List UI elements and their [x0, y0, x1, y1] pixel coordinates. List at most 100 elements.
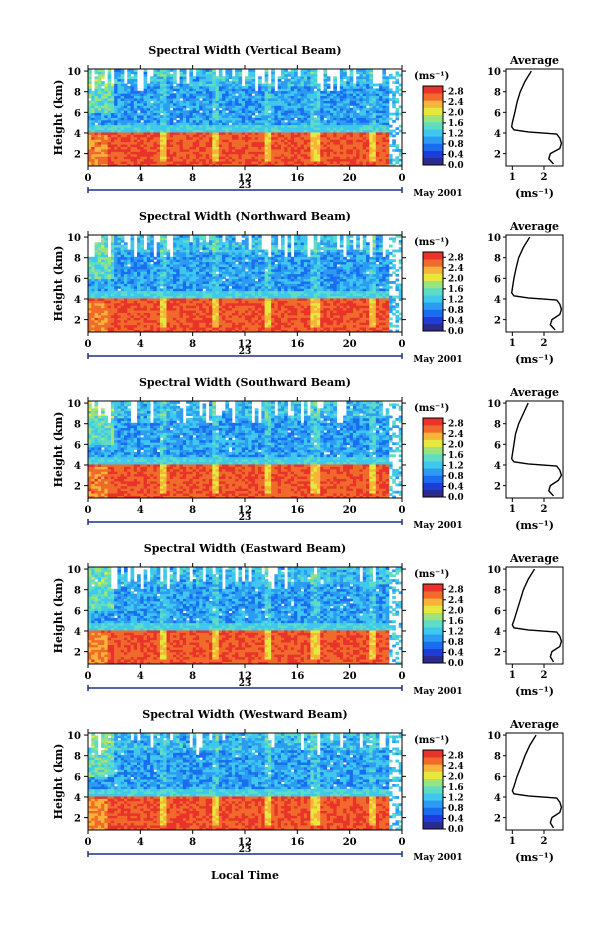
heatmap-cell — [195, 105, 200, 109]
heatmap-cell — [313, 78, 318, 82]
heatmap-cell — [280, 69, 285, 72]
heatmap-cell — [146, 161, 151, 164]
heatmap-cell — [248, 144, 252, 147]
heatmap-cell — [271, 149, 275, 152]
heatmap-cell — [163, 235, 167, 238]
heatmap-cell — [150, 305, 154, 309]
heatmap-cell — [91, 112, 95, 116]
heatmap-cell — [277, 117, 282, 121]
heatmap-cell — [254, 141, 259, 145]
heatmap-cell — [130, 278, 135, 282]
heatmap-cell — [101, 283, 105, 287]
heatmap-cell — [192, 110, 197, 114]
heatmap-cell — [195, 139, 200, 143]
heatmap-cell — [388, 153, 393, 157]
heatmap-cell — [382, 100, 387, 104]
heatmap-cell — [222, 117, 226, 121]
heatmap-cell — [284, 146, 288, 150]
heatmap-cell — [179, 69, 184, 72]
heatmap-cell — [176, 288, 180, 292]
heatmap-cell — [251, 134, 256, 138]
heatmap-cell — [159, 235, 164, 238]
heatmap-cell — [205, 122, 210, 126]
heatmap-cell — [107, 268, 112, 272]
heatmap-cell — [173, 295, 177, 299]
heatmap-cell — [163, 266, 167, 270]
heatmap-cell — [140, 273, 144, 277]
heatmap-cell — [366, 69, 370, 72]
heatmap-cell — [140, 124, 144, 128]
heatmap-cell — [176, 158, 180, 162]
heatmap-cell — [277, 122, 282, 126]
heatmap-cell — [382, 141, 387, 145]
heatmap-cell — [202, 261, 207, 265]
heatmap-cell — [212, 127, 216, 131]
heatmap-cell — [189, 244, 194, 248]
heatmap-cell — [395, 90, 400, 94]
heatmap-cell — [110, 310, 115, 313]
heatmap-cell — [274, 119, 279, 123]
heatmap-cell — [140, 251, 144, 255]
heatmap-cell — [195, 73, 200, 77]
heatmap-cell — [349, 156, 354, 160]
heatmap-cell — [192, 242, 197, 246]
heatmap-cell — [228, 124, 233, 128]
heatmap-cell — [258, 158, 262, 162]
heatmap-cell — [280, 100, 285, 104]
heatmap-cell — [91, 300, 95, 304]
heatmap-cell — [182, 254, 187, 258]
heatmap-cell — [137, 139, 141, 143]
heatmap-cell — [130, 119, 135, 123]
heatmap-cell — [307, 134, 311, 138]
heatmap-cell — [94, 71, 99, 75]
heatmap-cell — [150, 268, 154, 272]
heatmap-cell — [209, 146, 213, 150]
heatmap-cell — [163, 264, 167, 267]
heatmap-cell — [228, 110, 233, 114]
heatmap-cell — [231, 134, 236, 138]
heatmap-cell — [294, 112, 298, 116]
heatmap-cell — [395, 100, 400, 104]
heatmap-cell — [326, 119, 331, 123]
heatmap-cell — [182, 315, 187, 318]
heatmap-cell — [375, 98, 380, 101]
heatmap-cell — [369, 153, 373, 157]
heatmap-cell — [202, 276, 207, 280]
heatmap-cell — [195, 239, 200, 243]
heatmap-cell — [117, 254, 122, 258]
heatmap-cell — [137, 112, 141, 116]
heatmap-cell — [156, 122, 161, 126]
heatmap-cell — [202, 117, 207, 121]
heatmap-cell — [352, 85, 357, 89]
heatmap-cell — [101, 88, 105, 92]
heatmap-cell — [294, 102, 298, 106]
heatmap-cell — [326, 146, 331, 150]
heatmap-cell — [205, 319, 210, 323]
heatmap-cell — [287, 149, 292, 152]
heatmap-cell — [303, 98, 308, 101]
heatmap-cell — [284, 95, 288, 99]
heatmap-cell — [146, 163, 151, 167]
heatmap-cell — [133, 310, 138, 313]
heatmap-cell — [310, 153, 315, 157]
heatmap-cell — [173, 273, 177, 277]
heatmap-cell — [205, 141, 210, 145]
heatmap-cell — [339, 115, 344, 118]
heatmap-cell — [130, 302, 135, 306]
heatmap-cell — [382, 144, 387, 147]
heatmap-cell — [225, 132, 230, 135]
average-x-tick-label: 1 — [509, 172, 516, 183]
heatmap-cell — [274, 144, 279, 147]
heatmap-cell — [359, 110, 364, 114]
heatmap-cell — [156, 139, 161, 143]
heatmap-cell — [169, 151, 174, 155]
heatmap-cell — [140, 310, 144, 313]
heatmap-cell — [107, 107, 112, 111]
heatmap-cell — [114, 127, 118, 131]
heatmap-cell — [199, 90, 203, 94]
heatmap-cell — [271, 105, 275, 109]
heatmap-cell — [179, 256, 184, 260]
heatmap-cell — [176, 153, 180, 157]
heatmap-cell — [130, 327, 135, 330]
heatmap-cell — [362, 163, 367, 167]
